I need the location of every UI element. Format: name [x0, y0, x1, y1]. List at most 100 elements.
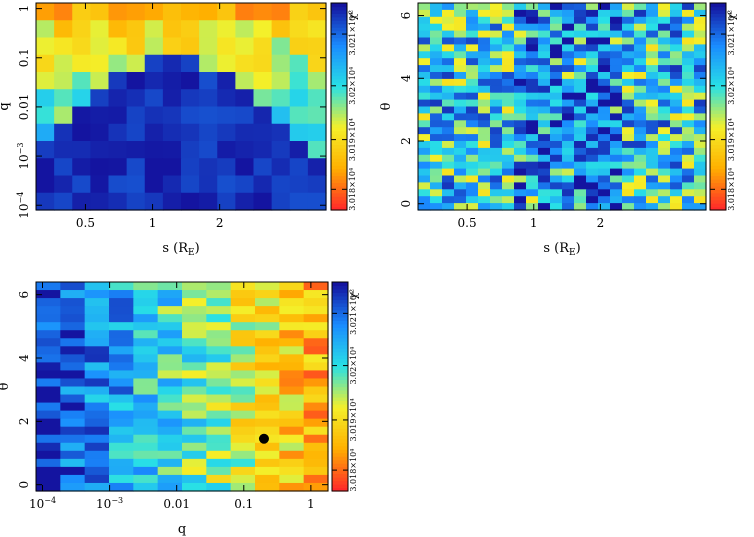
x-tick-label: 0.1: [234, 497, 253, 511]
heatmap-cell: [634, 23, 647, 32]
colorbar-swatch: [331, 30, 347, 35]
heatmap-cell: [157, 466, 183, 476]
heatmap-cell: [682, 161, 695, 170]
heatmap-cell: [307, 106, 327, 125]
heatmap-cell: [550, 85, 563, 94]
heatmap-cell: [526, 196, 539, 204]
heatmap-cell: [502, 92, 515, 101]
heatmap-cell: [36, 394, 61, 404]
heatmap-cell: [72, 158, 91, 177]
heatmap-cell: [206, 386, 232, 396]
heatmap-cell: [634, 175, 647, 183]
colorbar-swatch: [332, 365, 348, 370]
heatmap-cell: [109, 394, 134, 404]
heatmap-cell: [658, 175, 671, 183]
heatmap-cell: [646, 58, 659, 66]
heatmap-cell: [279, 362, 305, 372]
colorbar-swatch: [331, 44, 347, 49]
heatmap-cell: [562, 175, 575, 183]
colorbar-swatch: [332, 400, 348, 405]
heatmap-cell: [466, 65, 479, 73]
heatmap-cell: [144, 72, 164, 90]
heatmap-cell: [230, 306, 256, 315]
heatmap-cell: [109, 410, 134, 420]
heatmap-cell: [526, 168, 539, 177]
heatmap-cell: [574, 30, 587, 39]
heatmap-cell: [610, 37, 623, 45]
heatmap-cell: [610, 127, 623, 135]
heatmap-cell: [430, 127, 443, 135]
heatmap-cell: [418, 65, 431, 73]
heatmap-cell: [36, 362, 61, 372]
heatmap-cell: [574, 120, 587, 128]
colorbar-frame: [709, 2, 727, 211]
heatmap-cell: [562, 72, 575, 80]
heatmap-cell: [108, 158, 128, 177]
heatmap-cell: [182, 338, 207, 347]
heatmap-cell: [162, 106, 182, 125]
colorbar-swatch: [331, 3, 347, 8]
heatmap-cell: [646, 141, 659, 149]
colorbar-swatch: [710, 158, 726, 163]
heatmap-cell: [622, 85, 635, 94]
heatmap-cell: [538, 134, 551, 142]
heatmap-cell: [253, 72, 273, 90]
heatmap-cell: [526, 175, 539, 183]
heatmap-cell: [109, 466, 134, 476]
heatmap-cell: [658, 3, 671, 11]
heatmap-cell: [658, 51, 671, 59]
heatmap-cell: [36, 282, 61, 291]
heatmap-cell: [303, 298, 329, 307]
heatmap-cell: [36, 338, 61, 347]
colorbar-swatch: [710, 178, 726, 183]
heatmap-cell: [694, 44, 707, 52]
heatmap-cell: [418, 44, 431, 52]
heatmap-cell: [610, 16, 623, 25]
heatmap-cell: [454, 37, 467, 45]
heatmap-cell: [72, 123, 91, 142]
heatmap-cell: [562, 106, 575, 114]
heatmap-cell: [144, 54, 164, 73]
colorbar-swatch: [331, 199, 347, 204]
heatmap-cell: [60, 386, 86, 396]
heatmap-cell: [235, 54, 255, 73]
colorbar-swatch: [331, 9, 347, 14]
heatmap-cell: [253, 20, 273, 39]
heatmap-cell: [126, 20, 146, 39]
heatmap-cell: [255, 322, 280, 331]
heatmap-cell: [550, 196, 563, 204]
heatmap-cell: [682, 16, 695, 25]
heatmap-cell: [694, 23, 707, 32]
colorbar-label: χ²: [727, 10, 738, 20]
heatmap-cell: [230, 378, 256, 388]
heatmap-cell: [658, 134, 671, 142]
heatmap-cell: [36, 322, 61, 331]
heatmap-cell: [466, 189, 479, 197]
colorbar-swatch: [710, 165, 726, 170]
heatmap-cell: [36, 426, 61, 436]
heatmap-cell: [84, 346, 110, 355]
heatmap-cell: [586, 72, 599, 80]
heatmap-cell: [84, 314, 110, 323]
heatmap-cell: [60, 338, 86, 347]
heatmap-cell: [54, 106, 73, 125]
heatmap-cell: [574, 16, 587, 25]
heatmap-cell: [303, 442, 329, 452]
heatmap-cell: [646, 175, 659, 183]
heatmap-cell: [255, 370, 280, 380]
heatmap-cell: [670, 189, 683, 197]
heatmap-cell: [598, 23, 611, 32]
heatmap-cell: [60, 418, 86, 428]
heatmap-cell: [490, 189, 503, 197]
heatmap-cell: [586, 16, 599, 25]
heatmap-cell: [670, 51, 683, 59]
heatmap-cell: [550, 141, 563, 149]
heatmap-cell: [610, 189, 623, 197]
heatmap-cell: [307, 3, 327, 21]
heatmap-cell: [454, 134, 467, 142]
heatmap-cell: [622, 120, 635, 128]
heatmap-cell: [182, 418, 207, 428]
heatmap-cell: [442, 85, 455, 94]
heatmap-cell: [133, 354, 159, 363]
